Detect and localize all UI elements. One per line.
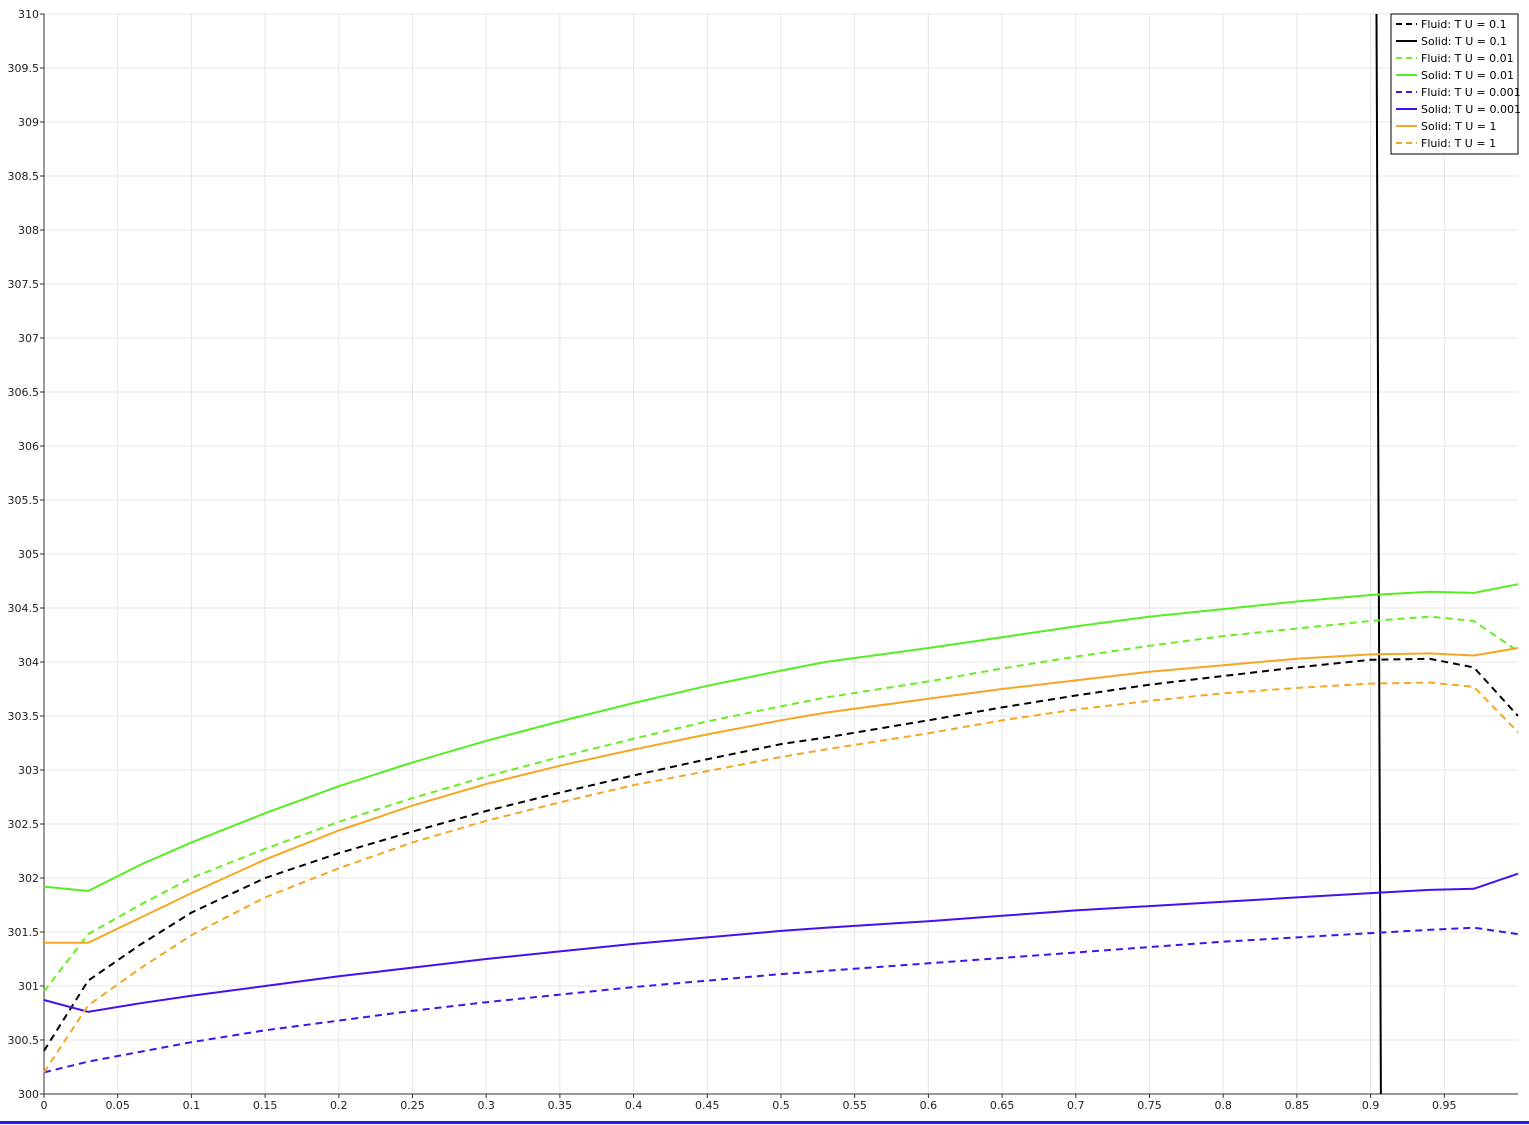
y-tick-label: 300.5 <box>8 1034 40 1047</box>
y-tick-label: 304 <box>18 656 39 669</box>
x-tick-label: 0.85 <box>1285 1099 1310 1112</box>
legend-label: Solid: T U = 0.1 <box>1421 35 1507 48</box>
series-lines <box>43 13 1519 1095</box>
x-tick-label: 0.2 <box>330 1099 348 1112</box>
x-tick-label: 0.15 <box>253 1099 278 1112</box>
series-line-1 <box>1375 13 1382 1095</box>
y-tick-label: 309.5 <box>8 62 40 75</box>
legend-label: Solid: T U = 1 <box>1421 120 1497 133</box>
legend-label: Solid: T U = 0.001 <box>1421 103 1521 116</box>
y-tick-label: 306.5 <box>8 386 40 399</box>
x-tick-label: 0.65 <box>990 1099 1015 1112</box>
x-tick-label: 0.75 <box>1137 1099 1162 1112</box>
y-tick-label: 303.5 <box>8 710 40 723</box>
series-line-5 <box>43 872 1519 1013</box>
y-tick-label: 306 <box>18 440 39 453</box>
x-tick-label: 0.3 <box>477 1099 495 1112</box>
x-tick-label: 0.1 <box>183 1099 201 1112</box>
series-line-2 <box>43 615 1519 993</box>
y-tick-label: 302.5 <box>8 818 40 831</box>
x-tick-label: 0.25 <box>400 1099 425 1112</box>
tick-labels: 0 0.05 0.1 0.15 0.2 0.25 0.3 0.35 0.4 0.45 0.5 0.55… <box>8 8 1457 1112</box>
bottom-border <box>0 1121 1529 1124</box>
series-line-7 <box>43 681 1519 1073</box>
y-tick-label: 302 <box>18 872 39 885</box>
legend-label: Fluid: T U = 0.001 <box>1421 86 1521 99</box>
y-tick-label: 307.5 <box>8 278 40 291</box>
x-tick-label: 0.45 <box>695 1099 720 1112</box>
y-tick-label: 307 <box>18 332 39 345</box>
x-tick-label: 0.55 <box>842 1099 867 1112</box>
legend-box <box>1390 13 1519 155</box>
y-tick-label: 309 <box>18 116 39 129</box>
y-tick-label: 305.5 <box>8 494 40 507</box>
y-tick-label: 303 <box>18 764 39 777</box>
legend-label: Fluid: T U = 1 <box>1421 137 1496 150</box>
x-tick-label: 0.7 <box>1067 1099 1085 1112</box>
x-tick-label: 0.9 <box>1362 1099 1380 1112</box>
y-tick-label: 301 <box>18 980 39 993</box>
legend-label: Solid: T U = 0.01 <box>1421 69 1514 82</box>
x-tick-label: 0.6 <box>920 1099 938 1112</box>
x-tick-label: 0.05 <box>105 1099 130 1112</box>
series-line-6 <box>44 647 1519 944</box>
y-tick-label: 304.5 <box>8 602 40 615</box>
series-line-0 <box>43 657 1519 1052</box>
series-line-4 <box>43 926 1519 1074</box>
y-tick-label: 300 <box>18 1088 39 1101</box>
y-tick-label: 308.5 <box>8 170 40 183</box>
y-tick-label: 305 <box>18 548 39 561</box>
y-tick-label: 308 <box>18 224 39 237</box>
series-line-3 <box>43 583 1519 893</box>
legend: Fluid: T U = 0.1 Solid: T U = 0.1 Fluid: T… <box>1390 13 1521 155</box>
x-tick-label: 0.4 <box>625 1099 643 1112</box>
x-tick-label: 0.8 <box>1214 1099 1232 1112</box>
y-tick-label: 301.5 <box>8 926 40 939</box>
grid-lines <box>43 13 1518 1095</box>
x-tick-label: 0 <box>41 1099 48 1112</box>
x-tick-label: 0.35 <box>548 1099 573 1112</box>
y-tick-label: 310 <box>18 8 39 21</box>
x-tick-label: 0.95 <box>1432 1099 1457 1112</box>
legend-label: Fluid: T U = 0.1 <box>1421 18 1507 31</box>
axes <box>40 13 1518 1098</box>
legend-label: Fluid: T U = 0.01 <box>1421 52 1514 65</box>
x-tick-label: 0.5 <box>772 1099 790 1112</box>
